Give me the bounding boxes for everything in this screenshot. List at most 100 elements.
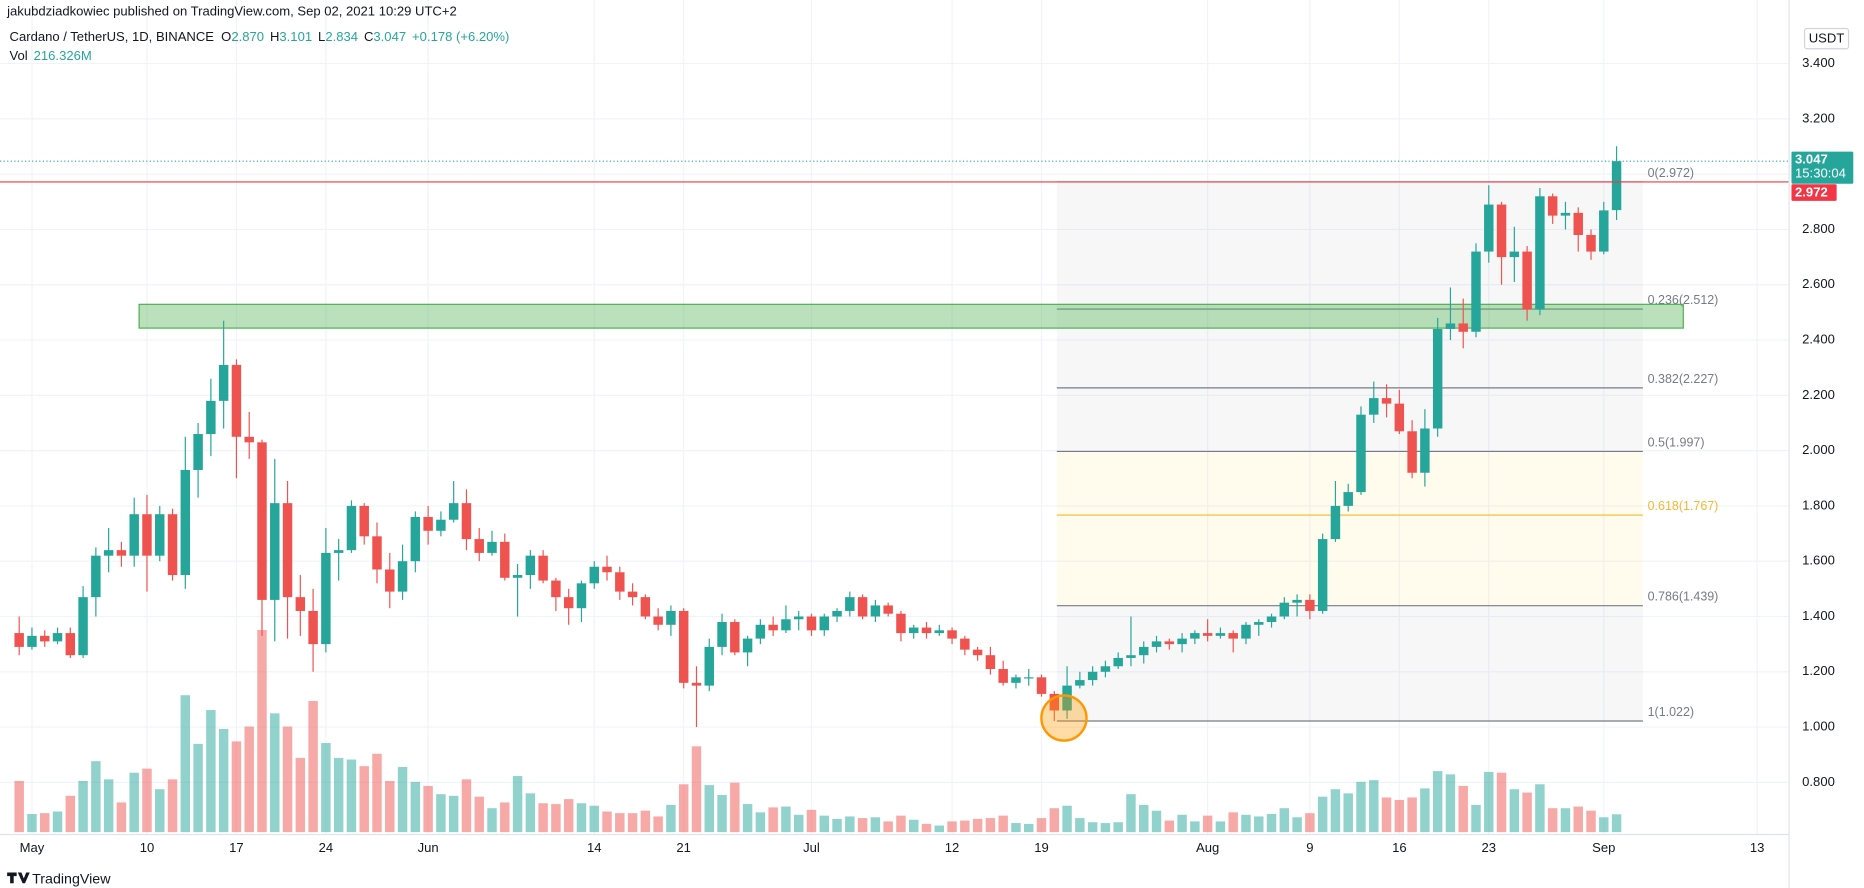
volume-bar bbox=[1241, 814, 1251, 833]
volume-bar bbox=[385, 780, 395, 833]
x-tick-label: Jul bbox=[803, 840, 820, 855]
candle-body bbox=[960, 638, 970, 650]
fib-label: 0(2.972) bbox=[1648, 166, 1694, 180]
candle-body bbox=[1177, 638, 1187, 645]
volume-bar bbox=[1471, 804, 1481, 833]
volume-bar bbox=[1100, 823, 1111, 833]
volume-bar bbox=[410, 781, 421, 833]
fib-retracement: 0(2.972) 0.236(2.512) 0.382(2.227) 0.5(1.99… bbox=[1056, 166, 1719, 722]
fib-label: 0.5(1.997) bbox=[1648, 435, 1705, 449]
volume-bar bbox=[282, 726, 293, 833]
volume-bar bbox=[640, 810, 651, 833]
candle-body bbox=[1343, 492, 1353, 506]
candle-body bbox=[730, 622, 740, 653]
candle-body bbox=[91, 555, 101, 598]
volume-bar bbox=[1177, 814, 1187, 833]
candle-body bbox=[180, 469, 191, 576]
candle-body bbox=[1049, 693, 1060, 711]
volume-bar bbox=[793, 814, 804, 833]
volume-bar bbox=[1547, 808, 1558, 833]
volume-bar bbox=[691, 746, 702, 833]
volume-bar bbox=[295, 757, 306, 833]
candle-body bbox=[1011, 677, 1021, 683]
candle-body bbox=[563, 597, 574, 609]
candle-body bbox=[602, 566, 612, 573]
candle-body bbox=[193, 434, 203, 470]
legend-value: 3.047 bbox=[373, 29, 406, 44]
candle-body bbox=[1599, 210, 1609, 252]
volume-bar bbox=[474, 796, 484, 833]
candle-body bbox=[653, 616, 663, 625]
ohlc-legend: Cardano / TetherUS, 1D, BINANCE O2.870 H3.… bbox=[10, 29, 510, 44]
volume-bar bbox=[91, 761, 101, 833]
x-tick-label: 12 bbox=[945, 840, 960, 855]
volume-bar bbox=[717, 795, 727, 833]
fib-band bbox=[1056, 387, 1643, 452]
candle-body bbox=[1126, 655, 1136, 658]
volume-bar bbox=[998, 815, 1008, 833]
candle-body bbox=[500, 541, 510, 578]
volume-bars bbox=[14, 630, 1622, 833]
candle-body bbox=[908, 627, 919, 634]
legend-key: O bbox=[221, 29, 231, 44]
candle-body bbox=[1420, 428, 1430, 473]
candle-body bbox=[448, 503, 459, 520]
fib-band bbox=[1056, 515, 1643, 606]
fib-label: 0.618(1.767) bbox=[1648, 499, 1719, 513]
volume-bar bbox=[1496, 772, 1507, 833]
candle-body bbox=[998, 669, 1008, 683]
candle-body bbox=[1228, 633, 1238, 639]
currency-box bbox=[1803, 27, 1850, 50]
volume-bar bbox=[1164, 820, 1175, 833]
candle-body bbox=[333, 550, 344, 553]
candle-body bbox=[819, 616, 829, 631]
candle-body bbox=[270, 503, 280, 600]
volume-bar bbox=[1292, 817, 1302, 833]
volume-bar bbox=[883, 821, 893, 833]
candle-body bbox=[474, 539, 484, 553]
candle-body bbox=[1330, 505, 1341, 540]
candle-body bbox=[1024, 677, 1034, 679]
volume-bar bbox=[1611, 814, 1622, 833]
candle-body bbox=[14, 633, 24, 647]
volume-bar bbox=[960, 820, 970, 833]
currency: USDT bbox=[1809, 31, 1845, 46]
y-tick-label: 1.600 bbox=[1802, 553, 1835, 568]
volume-bar bbox=[142, 768, 152, 833]
volume-bar bbox=[1522, 792, 1532, 833]
volume-bar bbox=[512, 776, 523, 833]
volume-bar bbox=[768, 807, 778, 833]
candle-body bbox=[346, 505, 357, 551]
candle-body bbox=[1509, 251, 1520, 258]
volume-bar bbox=[921, 823, 932, 833]
volume-bar bbox=[193, 743, 203, 833]
candle-body bbox=[167, 514, 178, 576]
candle-body bbox=[1547, 196, 1558, 216]
candle-body bbox=[1036, 677, 1047, 694]
candle-body bbox=[1484, 204, 1494, 252]
legend-value: 2.834 bbox=[325, 29, 358, 44]
countdown-label: 15:30:04 bbox=[1795, 166, 1846, 181]
candle-body bbox=[896, 613, 906, 634]
volume-bar bbox=[845, 816, 855, 833]
candle-body bbox=[116, 550, 127, 556]
candle-body bbox=[397, 561, 408, 592]
candle-body bbox=[142, 514, 152, 556]
volume-bar bbox=[615, 813, 625, 833]
volume-bar bbox=[1535, 784, 1545, 833]
candle-body bbox=[678, 610, 689, 683]
fib-band bbox=[1056, 605, 1643, 721]
published-note: jakubdziadkowiec published on TradingVie… bbox=[6, 3, 457, 18]
fib-band bbox=[1056, 181, 1643, 310]
x-tick-label: 19 bbox=[1034, 840, 1049, 855]
candle-body bbox=[244, 436, 254, 443]
candle-body bbox=[781, 619, 791, 631]
volume-bar bbox=[103, 779, 114, 833]
candle-body bbox=[947, 630, 957, 639]
candle-body bbox=[755, 624, 766, 639]
volume-bar bbox=[40, 813, 50, 833]
volume-bar bbox=[1228, 812, 1238, 833]
volume-bar bbox=[819, 815, 829, 833]
volume-bar bbox=[525, 793, 536, 833]
volume-bar bbox=[52, 811, 63, 833]
